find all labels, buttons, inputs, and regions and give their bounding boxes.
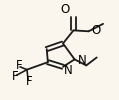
- Text: F: F: [12, 70, 19, 83]
- Text: F: F: [15, 59, 22, 72]
- Text: O: O: [61, 3, 70, 16]
- Text: O: O: [91, 24, 100, 37]
- Text: F: F: [26, 75, 33, 88]
- Text: N: N: [64, 64, 73, 77]
- Text: N: N: [77, 54, 86, 67]
